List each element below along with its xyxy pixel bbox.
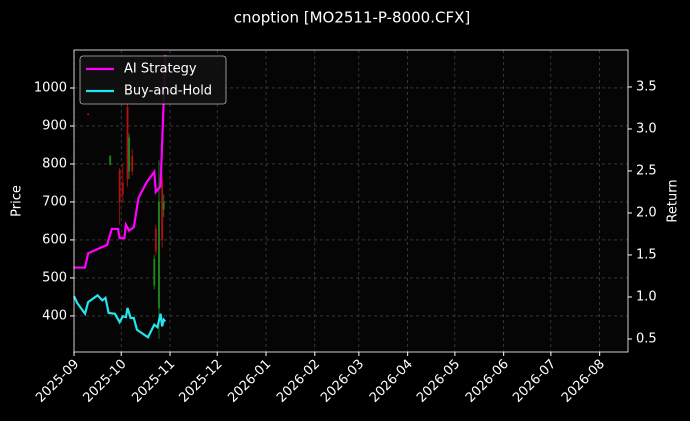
legend-label: AI Strategy xyxy=(124,62,197,77)
legend-label: Buy-and-Hold xyxy=(124,84,212,99)
candle-body xyxy=(128,137,131,172)
candle-body xyxy=(121,182,124,195)
y2-tick-label: 1.0 xyxy=(636,289,657,304)
y-axis-label: Price xyxy=(10,185,25,217)
candle-body xyxy=(109,155,112,166)
legend-box xyxy=(79,55,227,105)
y2-tick-label: 1.5 xyxy=(636,247,657,262)
candle-body xyxy=(161,179,164,240)
y-tick-label: 800 xyxy=(42,156,67,171)
candle-body xyxy=(153,258,156,286)
y2-tick-label: 3.5 xyxy=(636,79,657,94)
y2-tick-label: 0.5 xyxy=(636,331,657,346)
y2-tick-label: 3.0 xyxy=(636,121,657,136)
candle-body xyxy=(162,201,165,210)
y-tick-label: 1000 xyxy=(34,80,67,95)
y2-tick-label: 2.0 xyxy=(636,205,657,220)
candle-body xyxy=(118,170,121,202)
plot-frame xyxy=(73,49,629,353)
y-tick-label: 900 xyxy=(42,118,67,133)
candle-body xyxy=(154,228,157,252)
y-tick-label: 400 xyxy=(42,308,67,323)
candle-body xyxy=(131,156,134,172)
line-series xyxy=(74,55,167,269)
chart-title: cnoption [MO2511-P-8000.CFX] xyxy=(234,9,470,27)
y-tick-label: 500 xyxy=(42,270,67,285)
y-tick-label: 700 xyxy=(42,194,67,209)
y-tick-label: 600 xyxy=(42,232,67,247)
candle-body xyxy=(126,106,129,180)
line-series xyxy=(73,293,167,339)
y2-tick-label: 2.5 xyxy=(636,163,657,178)
y2-axis-label: Return xyxy=(666,179,681,222)
candle-body xyxy=(157,201,160,309)
candle-body xyxy=(87,113,90,115)
